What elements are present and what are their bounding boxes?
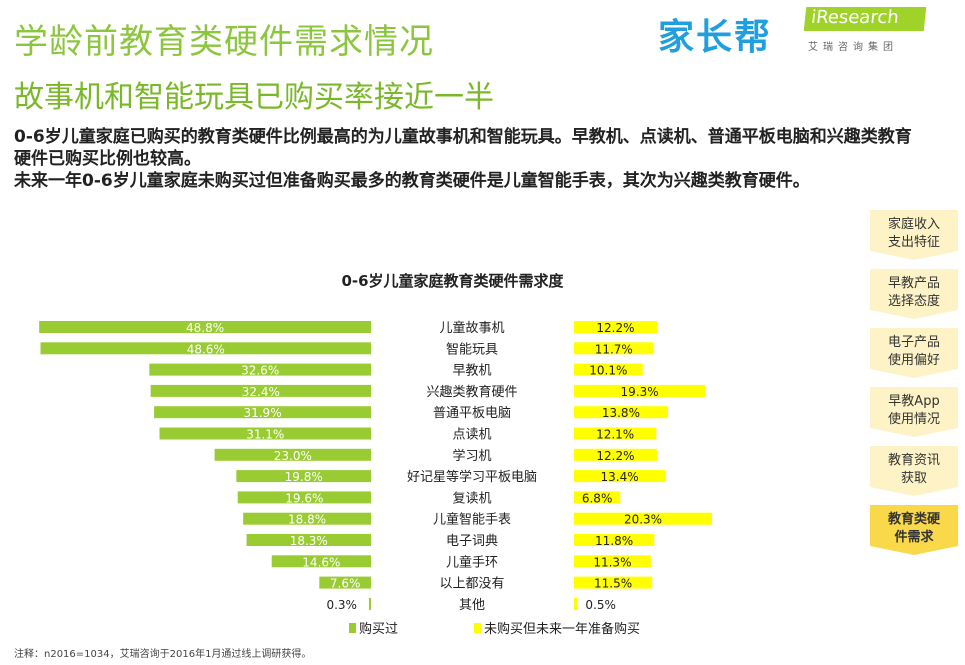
bar-plan <box>574 406 668 419</box>
section-step-label: 教育资讯获取 <box>887 453 940 486</box>
bar-plan <box>574 576 653 589</box>
data-label: 14.6% <box>302 555 340 569</box>
category-label: 儿童智能手表 <box>433 512 511 528</box>
bar-plan <box>574 597 578 610</box>
category-label: 兴趣类教育硬件 <box>426 384 517 400</box>
bar-plan <box>574 491 621 504</box>
bar-plan <box>574 512 713 525</box>
data-label: 11.7% <box>595 342 633 356</box>
description-line: 未来一年0-6岁儿童家庭未购买过但准备购买最多的教育类硬件是儿童智能手表，其次为… <box>14 171 810 191</box>
category-label: 点读机 <box>452 428 491 443</box>
chart-title: 0-6岁儿童家庭教育类硬件需求度 <box>341 272 564 290</box>
bar-plan <box>574 427 657 440</box>
data-label: 12.2% <box>596 449 634 463</box>
data-label: 32.4% <box>242 385 280 399</box>
data-label: 18.3% <box>290 534 328 548</box>
category-label: 智能玩具 <box>446 342 498 357</box>
category-label: 学习机 <box>452 448 491 464</box>
data-label: 11.5% <box>594 577 632 591</box>
data-label: 13.4% <box>600 470 638 484</box>
section-step-label: 教育类硬件需求 <box>887 512 940 545</box>
legend-item-plan: 未购买但未来一年准备购买 <box>474 618 640 637</box>
legend-label: 未购买但未来一年准备购买 <box>484 622 641 637</box>
legend-item-purchased: 购买过 <box>349 618 398 637</box>
jiazhangbang-logo: 家长帮 <box>658 17 773 58</box>
bar-purchased <box>149 363 371 376</box>
bar-purchased <box>319 576 371 589</box>
data-label: 18.8% <box>288 513 326 527</box>
category-label: 早教机 <box>452 363 491 379</box>
bar-purchased <box>237 491 371 504</box>
data-label: 10.1% <box>589 364 627 378</box>
category-label: 普通平板电脑 <box>433 406 511 421</box>
section-step-label: 早教App使用情况 <box>887 394 940 427</box>
bar-purchased <box>236 470 371 483</box>
data-label: 48.6% <box>187 342 225 356</box>
data-label: 19.6% <box>285 491 323 505</box>
bar-purchased <box>150 384 371 397</box>
category-label: 电子词典 <box>446 534 498 549</box>
footnote: 注释：n2016=1034，艾瑞咨询于2016年1月通过线上调研获得。 <box>14 649 312 660</box>
bar-purchased <box>271 555 371 568</box>
data-label: 48.8% <box>186 321 224 335</box>
data-label: 0.5% <box>585 598 616 612</box>
data-label: 32.6% <box>241 364 279 378</box>
data-label: 31.9% <box>243 406 281 420</box>
iresearch-logo-sub: 艾瑞咨询集团 <box>808 42 898 53</box>
data-label: 12.1% <box>596 428 634 442</box>
data-label: 7.6% <box>330 577 361 591</box>
legend-label: 购买过 <box>359 622 399 637</box>
category-label: 复读机 <box>452 491 491 506</box>
legend-swatch <box>349 623 356 633</box>
bar-plan <box>574 555 651 568</box>
section-step-label: 电子产品使用偏好 <box>887 335 940 368</box>
bar-plan <box>574 342 654 355</box>
data-label: 19.8% <box>285 470 323 484</box>
section-step[interactable]: 家庭收入支出特征 <box>870 210 958 260</box>
data-label: 11.3% <box>593 555 631 569</box>
bar-plan <box>574 321 657 333</box>
data-label: 19.3% <box>621 385 659 399</box>
data-label: 31.1% <box>246 428 284 442</box>
section-step[interactable]: 教育类硬件需求 <box>870 505 958 555</box>
bar-purchased <box>243 512 371 525</box>
bar-purchased <box>246 534 371 546</box>
section-step-label: 家庭收入支出特征 <box>887 217 940 250</box>
bar-purchased <box>159 427 371 440</box>
legend-swatch <box>474 623 481 633</box>
category-label: 以上都没有 <box>439 577 504 592</box>
category-label: 其他 <box>459 598 485 613</box>
bar-purchased <box>39 321 371 333</box>
data-label: 6.8% <box>582 491 613 505</box>
page-subtitle: 故事机和智能玩具已购买率接近一半 <box>14 80 494 115</box>
description-line: 0-6岁儿童家庭已购买的教育类硬件比例最高的为儿童故事机和智能玩具。早教机、点读… <box>14 127 912 169</box>
bar-purchased <box>154 406 371 419</box>
bar-plan <box>574 384 706 397</box>
data-label: 23.0% <box>274 449 312 463</box>
bar-purchased <box>40 342 372 355</box>
page-title: 学龄前教育类硬件需求情况 <box>14 22 434 62</box>
section-step[interactable]: 电子产品使用偏好 <box>870 328 958 378</box>
bar-purchased <box>368 597 371 610</box>
data-label: 0.3% <box>326 598 357 612</box>
category-label: 儿童手环 <box>446 554 498 570</box>
data-label: 11.8% <box>595 534 633 548</box>
data-label: 13.8% <box>602 406 640 420</box>
data-label: 12.2% <box>596 321 634 335</box>
bar-plan <box>574 534 655 546</box>
bar-plan <box>574 448 657 461</box>
section-step[interactable]: 早教App使用情况 <box>870 387 958 437</box>
section-step[interactable]: 早教产品选择态度 <box>870 269 958 319</box>
bar-purchased <box>214 448 371 461</box>
description: 0-6岁儿童家庭已购买的教育类硬件比例最高的为儿童故事机和智能玩具。早教机、点读… <box>14 126 914 192</box>
category-label: 好记星等学习平板电脑 <box>407 469 537 485</box>
section-step-label: 早教产品选择态度 <box>887 276 940 309</box>
bar-plan <box>574 363 643 376</box>
bar-plan <box>574 470 666 483</box>
data-label: 20.3% <box>624 513 662 527</box>
category-label: 儿童故事机 <box>439 320 504 336</box>
section-step[interactable]: 教育资讯获取 <box>870 446 958 496</box>
